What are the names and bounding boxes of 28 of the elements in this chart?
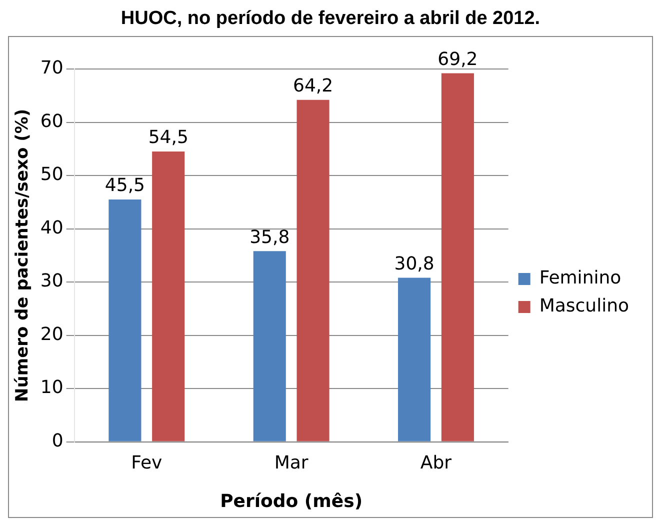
y-tick-label: 20 [40, 324, 64, 345]
y-tick-label: 50 [40, 164, 64, 186]
legend-label: Feminino [539, 268, 622, 289]
bar [253, 251, 286, 442]
y-axis-title: Número de pacientes/sexo (%) [12, 108, 33, 402]
x-axis-title: Período (mês) [220, 490, 363, 512]
data-label: 30,8 [394, 253, 434, 274]
x-tick-label: Mar [274, 452, 309, 474]
bar [398, 278, 431, 442]
y-tick-label: 40 [40, 217, 64, 238]
y-tick-label: 0 [52, 430, 64, 452]
data-label: 45,5 [104, 175, 145, 196]
bar [441, 73, 474, 442]
y-tick-label: 30 [40, 270, 64, 292]
x-tick-label: Abr [420, 452, 452, 474]
y-tick-label: 60 [40, 110, 64, 132]
bar [108, 199, 142, 442]
x-tick-label: Fev [131, 452, 163, 474]
bar [152, 152, 185, 442]
data-label: 64,2 [292, 76, 334, 97]
legend-label: Masculino [539, 296, 630, 317]
data-label: 69,2 [438, 48, 478, 70]
y-tick-label: 10 [40, 377, 64, 398]
bar [296, 100, 330, 442]
chart-title: HUOC, no período de fevereiro a abril de 2012. [120, 8, 542, 30]
data-label: 54,5 [148, 127, 188, 148]
data-label: 35,8 [250, 226, 290, 248]
y-tick-label: 70 [40, 58, 64, 79]
